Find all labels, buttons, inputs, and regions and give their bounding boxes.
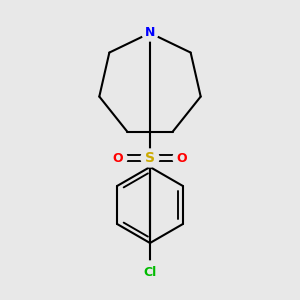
- Circle shape: [109, 149, 127, 167]
- Circle shape: [141, 149, 159, 167]
- Text: Cl: Cl: [143, 266, 157, 278]
- Text: N: N: [145, 26, 155, 40]
- Circle shape: [173, 149, 191, 167]
- Circle shape: [142, 25, 158, 41]
- Text: O: O: [177, 152, 187, 164]
- Text: O: O: [113, 152, 123, 164]
- Circle shape: [139, 261, 161, 283]
- Text: S: S: [145, 151, 155, 165]
